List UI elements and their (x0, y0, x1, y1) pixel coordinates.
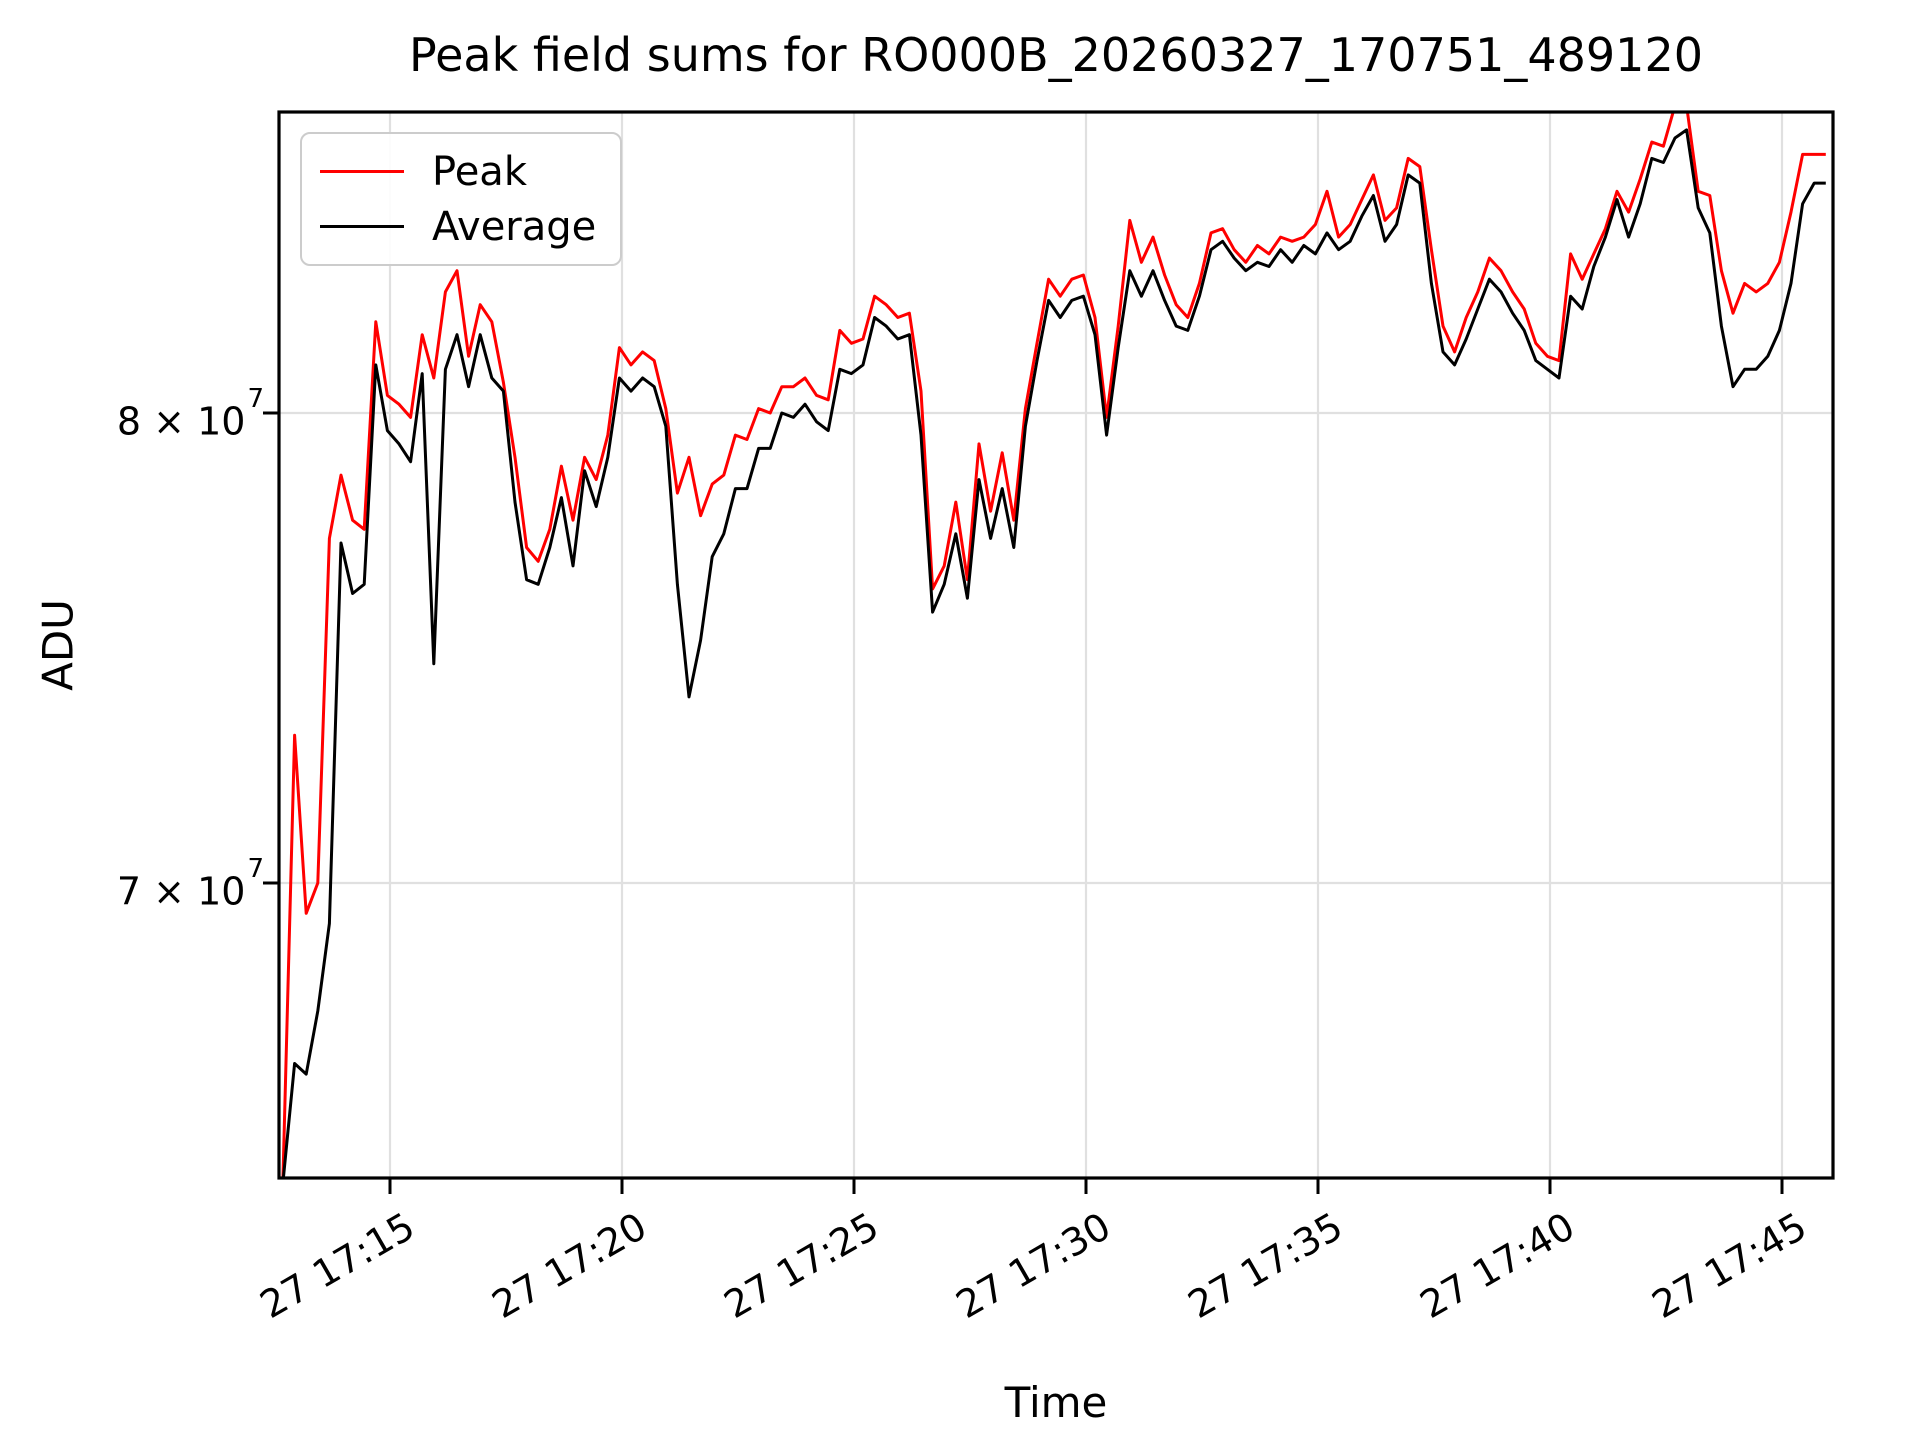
y-axis-label: ADU (33, 599, 83, 691)
y-tick-label: 7 × 107 (116, 854, 264, 914)
chart-title: Peak field sums for RO000B_20260327_1707… (409, 28, 1703, 82)
average-line-sample-icon (320, 225, 404, 228)
peak-line-sample-icon (320, 170, 404, 173)
x-axis-label: Time (1004, 1378, 1108, 1427)
legend-entry-peak: Peak (320, 146, 602, 198)
y-tick-label: 8 × 107 (116, 384, 264, 444)
legend-label-average: Average (432, 203, 597, 250)
series-line-peak (281, 112, 1826, 1177)
legend-entry-average: Average (320, 201, 602, 253)
legend-label-peak: Peak (432, 148, 527, 195)
legend: Peak Average (300, 132, 622, 266)
series-line-average (281, 128, 1826, 1178)
